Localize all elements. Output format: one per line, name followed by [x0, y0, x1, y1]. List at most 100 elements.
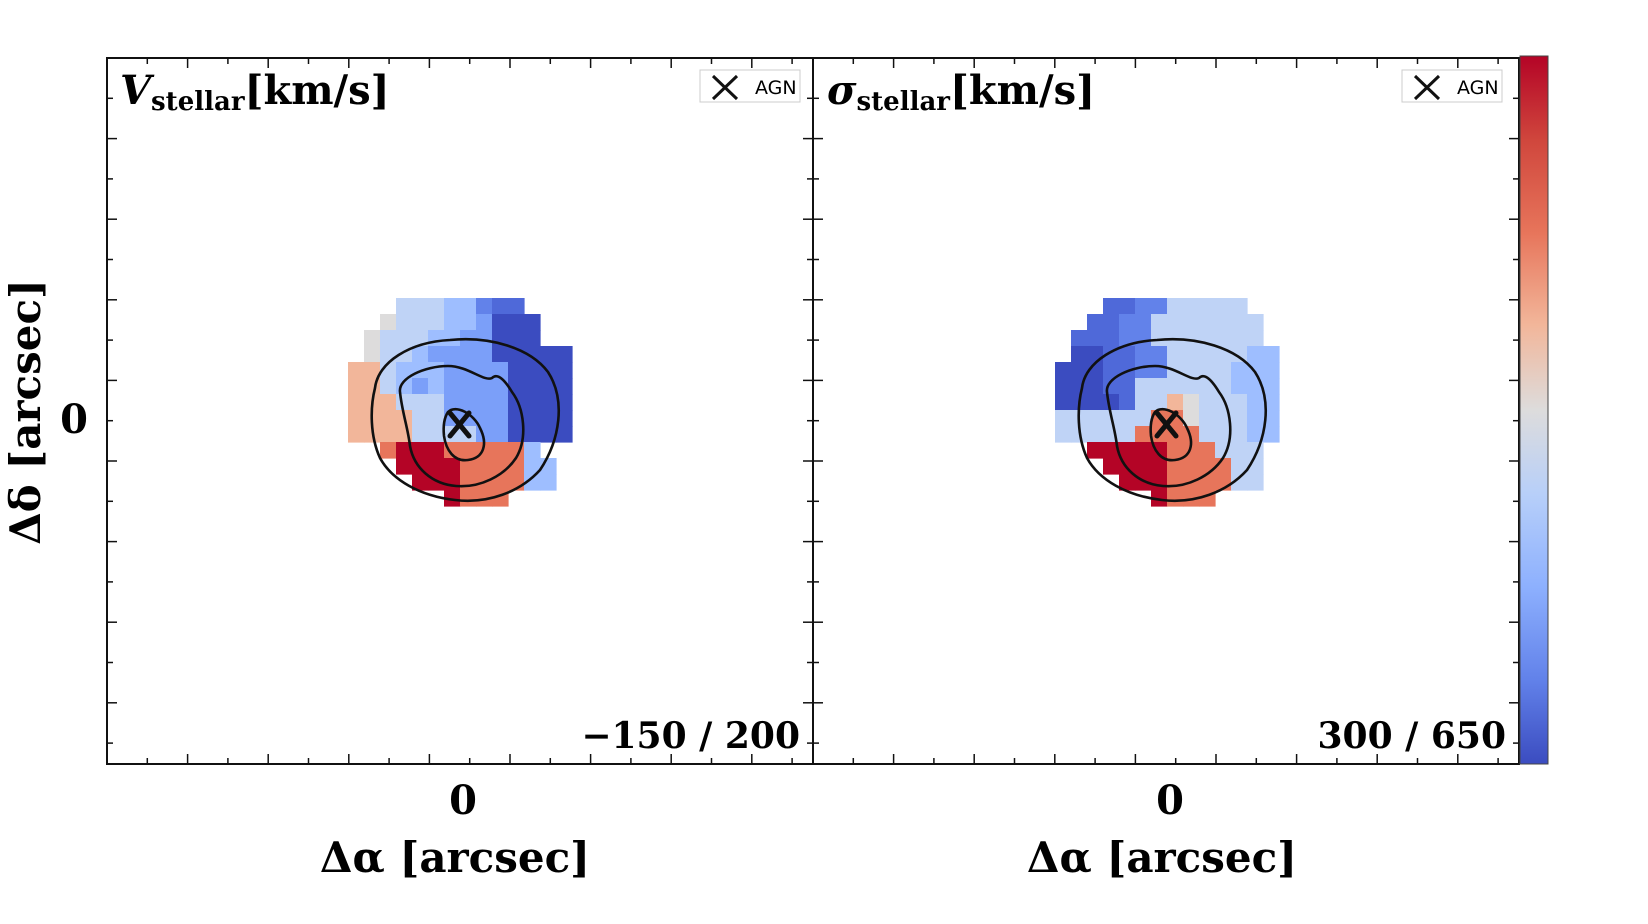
map-cell [508, 362, 525, 379]
map-cell [412, 298, 429, 315]
map-cell [428, 442, 445, 459]
map-cell [1103, 298, 1120, 315]
map-cell [1183, 394, 1200, 411]
contour-outer [370, 338, 560, 503]
contour-inner [1149, 407, 1193, 462]
map-cell [1087, 378, 1104, 395]
map-cell [428, 314, 445, 331]
map-cell [460, 474, 477, 491]
map-cell [508, 426, 525, 443]
map-cell [1183, 410, 1200, 427]
map-cell [412, 410, 429, 427]
map-cell [1119, 298, 1136, 315]
contour-middle [1105, 364, 1232, 488]
map-cell [1087, 426, 1104, 443]
map-cell [556, 378, 573, 395]
map-cell [396, 458, 413, 475]
map-cell [380, 426, 397, 443]
x-axis-label-right: Δα [arcsec] [1027, 833, 1297, 882]
map-cell [348, 378, 365, 395]
map-cell [556, 362, 573, 379]
map-cell [428, 410, 445, 427]
map-cell [556, 394, 573, 411]
map-cell [1247, 330, 1264, 347]
map-cell [1183, 346, 1200, 363]
map-cell [1119, 426, 1136, 443]
map-cell [1119, 330, 1136, 347]
map-cell [396, 330, 413, 347]
map-cell [364, 330, 381, 347]
map-cell [492, 426, 509, 443]
map-cell [396, 362, 413, 379]
map-cell [1151, 474, 1168, 491]
map-cell [1103, 458, 1120, 475]
map-cell [428, 362, 445, 379]
map-cell [428, 298, 445, 315]
map-cell [1135, 394, 1152, 411]
map-cell [1103, 330, 1120, 347]
map-cell [1183, 378, 1200, 395]
map-cell [1183, 330, 1200, 347]
x-tick-label-left: 0 [449, 777, 477, 824]
map-cell [1247, 314, 1264, 331]
map-cell [396, 394, 413, 411]
map-cell [444, 394, 461, 411]
map-cell [1199, 378, 1216, 395]
map-cell [1167, 346, 1184, 363]
map-cell [1247, 394, 1264, 411]
map-cell [556, 410, 573, 427]
map-cell [348, 394, 365, 411]
map-cell [540, 346, 557, 363]
map-cell [1135, 458, 1152, 475]
map-cell [476, 410, 493, 427]
map-cell [412, 474, 429, 491]
map-cell [1215, 378, 1232, 395]
map-cell [1215, 426, 1232, 443]
map-cell [524, 474, 541, 491]
map-cell [1087, 410, 1104, 427]
map-cell [428, 394, 445, 411]
map-cell [524, 442, 541, 459]
map-cell [460, 298, 477, 315]
map-cell [444, 330, 461, 347]
map-cell [1167, 474, 1184, 491]
map-cell [1103, 362, 1120, 379]
map-cell [380, 394, 397, 411]
map-cell [524, 458, 541, 475]
map-cell [1199, 410, 1216, 427]
map-cell [1071, 330, 1088, 347]
agn-legend-marker-icon [1413, 74, 1441, 101]
map-cell [396, 314, 413, 331]
map-cell [1151, 362, 1168, 379]
map-cell [1199, 458, 1216, 475]
map-cell [1119, 394, 1136, 411]
range-label-dispersion: 300 / 650 [1317, 715, 1506, 757]
flux-contours-right [1077, 338, 1267, 503]
map-cell [492, 314, 509, 331]
map-cell [476, 394, 493, 411]
map-cell [508, 314, 525, 331]
map-cell [1055, 362, 1072, 379]
map-cell [1247, 346, 1264, 363]
map-cell [460, 378, 477, 395]
map-cell [524, 426, 541, 443]
map-cell [1167, 442, 1184, 459]
map-cell [1151, 458, 1168, 475]
agn-marker [447, 410, 472, 439]
map-cell [1135, 346, 1152, 363]
map-cell [460, 346, 477, 363]
x-tick-label-right: 0 [1156, 777, 1184, 824]
map-cell [1119, 378, 1136, 395]
map-cell [492, 362, 509, 379]
map-cell [1183, 314, 1200, 331]
y-tick-label: 0 [60, 396, 88, 443]
map-cell [524, 330, 541, 347]
map-cell [1231, 314, 1248, 331]
map-cell [460, 458, 477, 475]
map-cell [1231, 426, 1248, 443]
map-cell [1199, 426, 1216, 443]
colorbar [1519, 55, 1549, 765]
map-cell [1231, 378, 1248, 395]
map-cell [1119, 410, 1136, 427]
